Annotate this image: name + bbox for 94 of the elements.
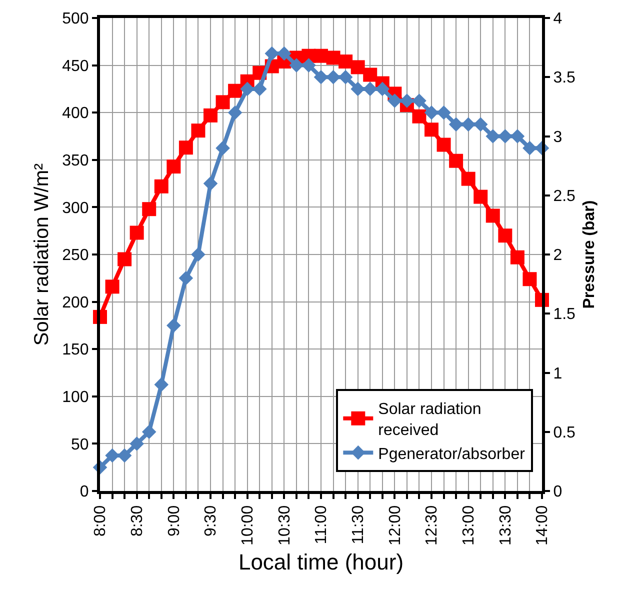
legend-label: Pgenerator/absorber [378, 446, 526, 463]
y-tick-label: 50 [71, 436, 89, 454]
point [375, 82, 390, 96]
point [510, 129, 525, 144]
point [498, 228, 512, 243]
x-tick-label: 8:30 [129, 505, 146, 537]
point [461, 172, 476, 186]
point [461, 117, 476, 132]
point [118, 252, 132, 266]
point [216, 95, 230, 110]
point [474, 190, 488, 204]
point [522, 140, 537, 156]
y2-tick-label: 0 [553, 484, 562, 501]
point [412, 94, 426, 108]
x-tick-label: 12:00 [386, 505, 404, 546]
x-tick-label: 12:30 [424, 505, 441, 546]
point [400, 94, 414, 108]
point [154, 377, 169, 392]
point [228, 105, 242, 120]
point [130, 226, 144, 240]
point [130, 436, 144, 451]
point [154, 179, 168, 194]
point [105, 280, 120, 294]
point [216, 140, 230, 156]
point [436, 105, 451, 120]
point [314, 70, 328, 84]
point [203, 176, 218, 191]
y2-tick-label: 2.5 [553, 188, 576, 205]
y-tick-label: 500 [62, 10, 89, 28]
x-tick-label: 9:00 [166, 505, 183, 537]
y-tick-label: 450 [62, 58, 89, 75]
point [448, 117, 464, 132]
point [302, 58, 316, 72]
y-axis-title: Solar radiation W/m² [31, 163, 53, 346]
x-tick-label: 11:00 [313, 505, 330, 544]
x-tick-label: 8:00 [92, 505, 110, 537]
point [350, 82, 365, 96]
point [338, 54, 353, 69]
x-tick-label: 10:30 [276, 505, 294, 546]
point [338, 70, 353, 84]
point [204, 108, 218, 122]
point [166, 160, 181, 174]
y-tick-label: 300 [62, 200, 89, 217]
y-tick-label: 250 [62, 247, 89, 264]
point [449, 154, 464, 168]
x-tick-label: 11:30 [350, 505, 368, 544]
y2-tick-label: 1 [553, 365, 562, 382]
point [363, 68, 378, 82]
point [498, 129, 512, 144]
point [277, 46, 292, 61]
y2-tick-label: 0.5 [553, 424, 576, 442]
point [289, 58, 304, 72]
point [142, 424, 156, 440]
x-tick-label: 10:00 [240, 505, 257, 546]
y2-tick-label: 4 [553, 10, 562, 28]
y-tick-label: 400 [62, 105, 89, 122]
y2-tick-label: 1.5 [553, 306, 576, 324]
x-axis-title: Local time (hour) [238, 549, 404, 574]
point [510, 250, 524, 264]
point [178, 140, 193, 155]
point [436, 138, 451, 152]
y-tick-label: 200 [62, 294, 89, 312]
x-tick-label: 13:30 [497, 505, 514, 546]
y2-tick-label: 3.5 [553, 70, 576, 87]
point [191, 247, 206, 262]
point [350, 60, 365, 74]
point [314, 48, 328, 63]
x-tick-label: 9:30 [202, 505, 220, 537]
point [486, 208, 500, 223]
point [240, 82, 254, 96]
y2-tick-label: 3 [553, 128, 562, 146]
point [424, 122, 438, 137]
y-tick-label: 0 [80, 484, 89, 501]
y-tick-label: 150 [62, 342, 89, 359]
legend-label: Solar radiation received [378, 401, 482, 440]
point [105, 448, 120, 463]
point [388, 94, 402, 108]
point [178, 271, 194, 286]
x-tick-label: 13:00 [460, 505, 478, 546]
point [412, 109, 426, 124]
point [166, 318, 181, 333]
point [473, 117, 488, 132]
y2-axis-title: Pressure (bar) [581, 200, 598, 309]
x-tick-label: 14:00 [534, 505, 552, 546]
y-tick-label: 100 [62, 389, 89, 406]
point [191, 124, 206, 138]
point [228, 84, 242, 98]
y2-tick-label: 2 [553, 247, 562, 264]
point [486, 129, 500, 144]
point [424, 105, 439, 120]
y-tick-label: 350 [62, 152, 89, 170]
point [326, 70, 340, 84]
point [142, 202, 156, 216]
point [522, 272, 537, 286]
